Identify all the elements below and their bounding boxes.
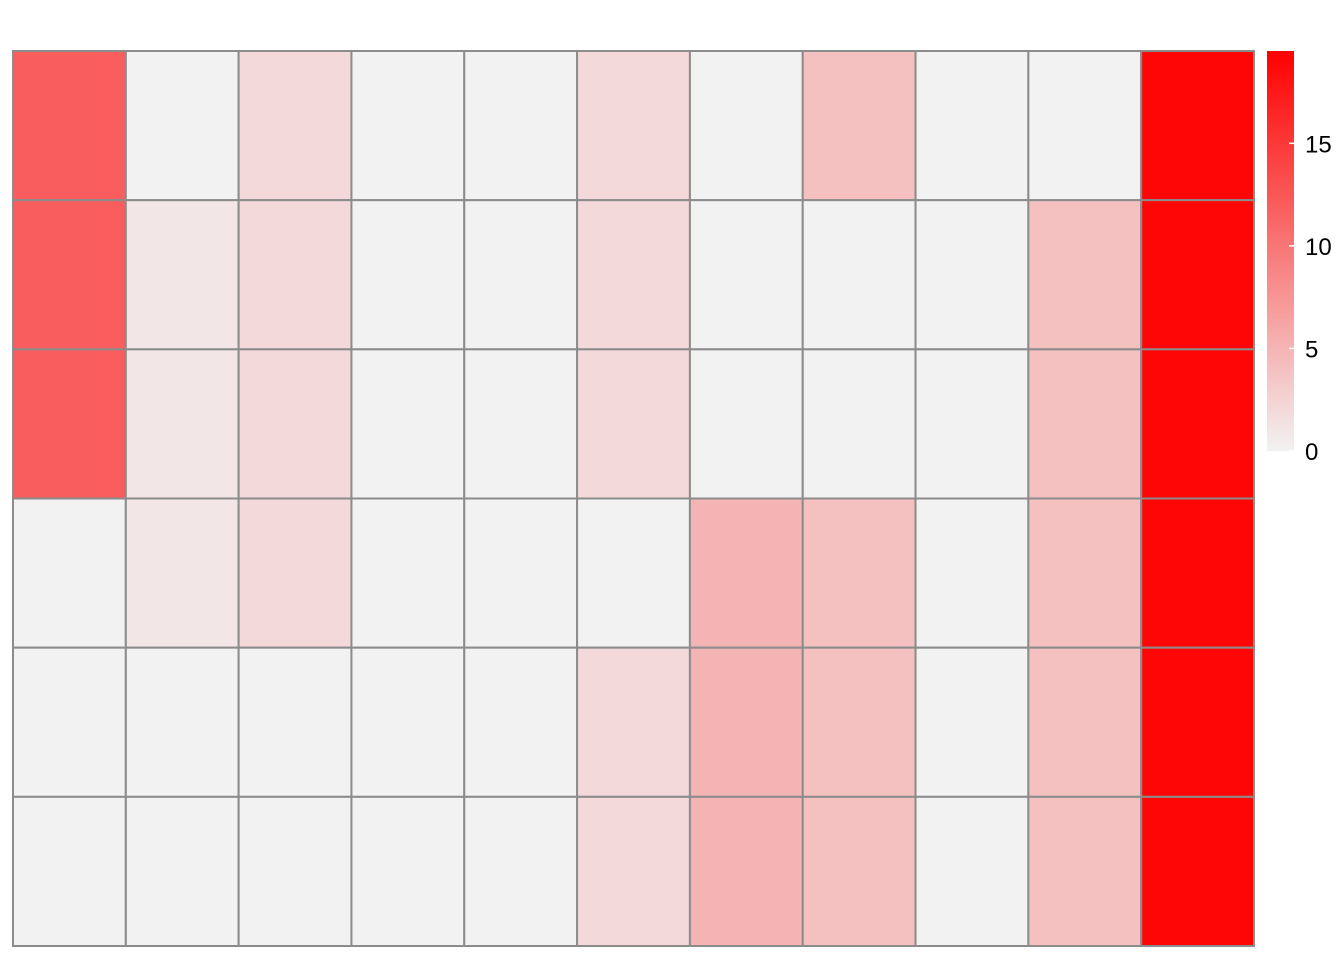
heatmap-cell-r2-c1 — [12, 199, 127, 351]
heatmap-cell-r3-c9 — [914, 348, 1030, 500]
heatmap-cell-r6-c5 — [463, 795, 579, 947]
heatmap-cell-r5-c3 — [237, 646, 353, 798]
heatmap-cell-r4-c4 — [350, 497, 466, 649]
heatmap-cell-r2-c3 — [237, 199, 353, 351]
heatmap-cell-r1-c8 — [801, 50, 917, 202]
heatmap-cell-r3-c8 — [801, 348, 917, 500]
color-legend-bar — [1267, 51, 1294, 451]
heatmap-cell-r3-c7 — [688, 348, 804, 500]
heatmap-cell-r5-c2 — [124, 646, 240, 798]
heatmap-cell-r4-c10 — [1027, 497, 1143, 649]
legend-tick-label: 5 — [1305, 336, 1318, 363]
heatmap-cell-r2-c11 — [1140, 199, 1255, 351]
legend-tick-label: 15 — [1305, 131, 1332, 158]
heatmap-cell-r4-c6 — [576, 497, 691, 649]
heatmap-cell-r1-c1 — [12, 50, 127, 202]
heatmap-cell-r6-c4 — [350, 795, 466, 947]
heatmap-cell-r5-c9 — [914, 646, 1030, 798]
heatmap-cell-r5-c4 — [350, 646, 466, 798]
heatmap-cell-r3-c11 — [1140, 348, 1255, 500]
heatmap-cell-r6-c9 — [914, 795, 1030, 947]
heatmap-cell-r3-c1 — [12, 348, 127, 500]
heatmap-cell-r2-c8 — [801, 199, 917, 351]
heatmap-cell-r3-c10 — [1027, 348, 1143, 500]
heatmap-cell-r4-c2 — [124, 497, 240, 649]
heatmap-cell-r6-c3 — [237, 795, 353, 947]
heatmap-cell-r5-c11 — [1140, 646, 1255, 798]
heatmap-cell-r1-c7 — [688, 50, 804, 202]
color-legend: 0 5 10 15 — [1267, 51, 1332, 466]
heatmap-cell-r3-c5 — [463, 348, 579, 500]
heatmap-cell-r6-c10 — [1027, 795, 1143, 947]
heatmap-cell-r4-c7 — [688, 497, 804, 649]
heatmap-cell-r2-c10 — [1027, 199, 1143, 351]
heatmap-cell-r1-c6 — [576, 50, 691, 202]
heatmap-cell-r5-c10 — [1027, 646, 1143, 798]
heatmap-cell-r3-c2 — [124, 348, 240, 500]
heatmap-cell-r2-c7 — [688, 199, 804, 351]
heatmap-cell-r1-c9 — [914, 50, 1030, 202]
heatmap-cell-r6-c6 — [576, 795, 691, 947]
heatmap-cell-r2-c2 — [124, 199, 240, 351]
heatmap-cell-r5-c5 — [463, 646, 579, 798]
heatmap-cell-r4-c5 — [463, 497, 579, 649]
heatmap-cell-r6-c11 — [1140, 795, 1255, 947]
heatmap-cell-r1-c10 — [1027, 50, 1143, 202]
heatmap-cell-r6-c2 — [124, 795, 240, 947]
heatmap-cell-r2-c6 — [576, 199, 691, 351]
heatmap-cell-r2-c5 — [463, 199, 579, 351]
heatmap-cells — [12, 50, 1255, 947]
heatmap-cell-r3-c4 — [350, 348, 466, 500]
heatmap-cell-r3-c3 — [237, 348, 353, 500]
heatmap-cell-r3-c6 — [576, 348, 691, 500]
heatmap-cell-r4-c11 — [1140, 497, 1255, 649]
heatmap-cell-r5-c1 — [12, 646, 127, 798]
heatmap-cell-r1-c11 — [1140, 50, 1255, 202]
heatmap-cell-r4-c8 — [801, 497, 917, 649]
color-legend-ticks: 0 5 10 15 — [1289, 131, 1332, 466]
heatmap-cell-r2-c4 — [350, 199, 466, 351]
legend-tick-label: 10 — [1305, 234, 1332, 261]
heatmap-cell-r4-c3 — [237, 497, 353, 649]
heatmap-cell-r5-c8 — [801, 646, 917, 798]
heatmap-cell-r5-c7 — [688, 646, 804, 798]
heatmap-cell-r4-c9 — [914, 497, 1030, 649]
heatmap-cell-r1-c2 — [124, 50, 240, 202]
legend-tick-label: 0 — [1305, 439, 1318, 466]
heatmap-cell-r1-c3 — [237, 50, 353, 202]
heatmap-cell-r5-c6 — [576, 646, 691, 798]
heatmap-cell-r6-c1 — [12, 795, 127, 947]
heatmap-cell-r2-c9 — [914, 199, 1030, 351]
heatmap-cell-r6-c7 — [688, 795, 804, 947]
heatmap-cell-r6-c8 — [801, 795, 917, 947]
heatmap-cell-r1-c5 — [463, 50, 579, 202]
heatmap-cell-r1-c4 — [350, 50, 466, 202]
heatmap-cell-r4-c1 — [12, 497, 127, 649]
